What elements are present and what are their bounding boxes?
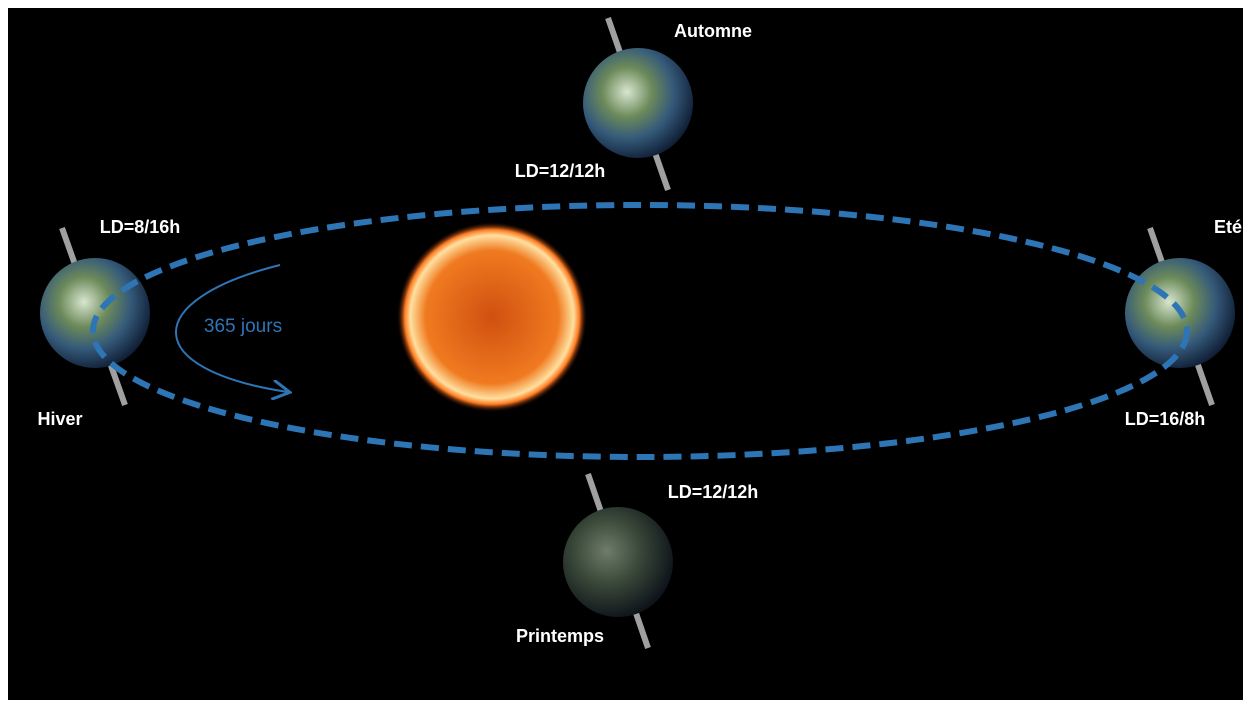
diagram: 365 jours Automne LD=12/12h Hiver LD=8/1…	[0, 0, 1251, 709]
earth	[40, 258, 150, 368]
season-name: Printemps	[516, 626, 604, 646]
page: 365 jours Automne LD=12/12h Hiver LD=8/1…	[0, 0, 1251, 714]
daylength: LD=12/12h	[668, 482, 759, 502]
orbit-label: 365 jours	[204, 316, 282, 337]
earth	[563, 507, 673, 617]
sun	[397, 222, 587, 412]
season-name: Automne	[674, 21, 752, 41]
season-name: Hiver	[37, 409, 82, 429]
daylength: LD=12/12h	[515, 161, 606, 181]
daylength: LD=8/16h	[100, 217, 181, 237]
season-name: Eté	[1214, 217, 1242, 237]
daylength: LD=16/8h	[1125, 409, 1206, 429]
earth	[583, 48, 693, 158]
